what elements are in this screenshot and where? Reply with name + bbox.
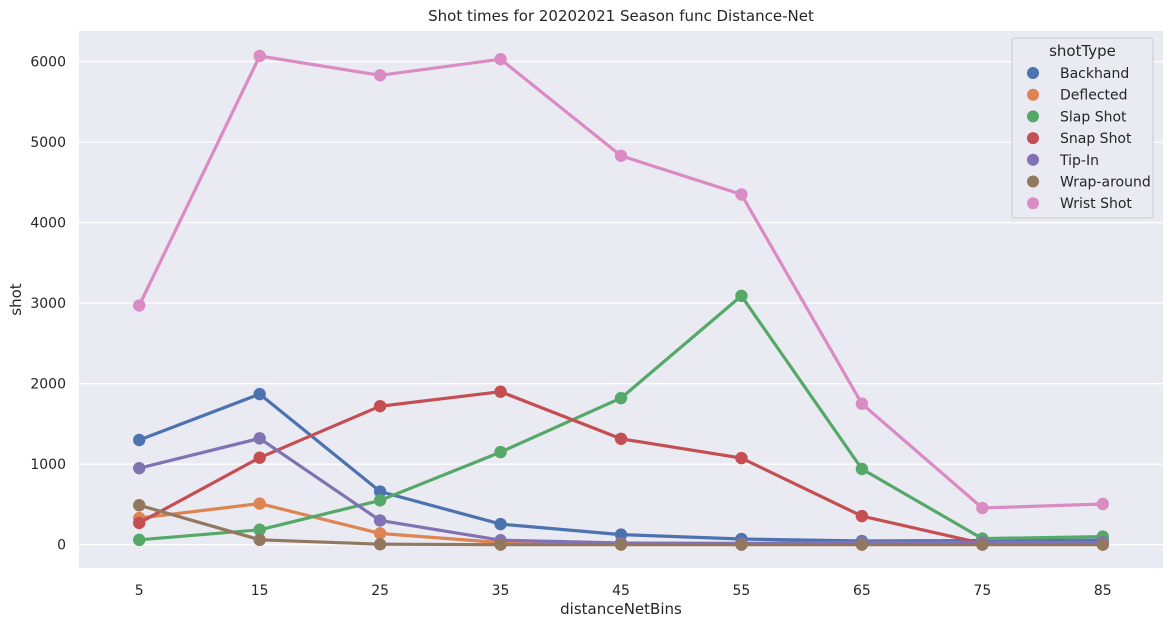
x-tick-label: 55 bbox=[733, 583, 751, 599]
chart-title: Shot times for 20202021 Season func Dist… bbox=[428, 7, 814, 25]
legend-item: Wrap-around bbox=[1027, 175, 1151, 191]
data-point bbox=[494, 445, 507, 459]
y-tick-label: 3000 bbox=[30, 296, 66, 312]
data-point bbox=[614, 432, 628, 445]
data-point bbox=[735, 188, 748, 201]
legend-item: Snap Shot bbox=[1027, 131, 1132, 147]
plot-background bbox=[79, 31, 1163, 568]
legend-label: Tip-In bbox=[1059, 153, 1099, 169]
legend-marker bbox=[1027, 175, 1039, 188]
data-point bbox=[373, 514, 387, 527]
legend-item: Slap Shot bbox=[1027, 109, 1127, 125]
data-point bbox=[855, 509, 869, 523]
y-tick-labels: 0 1000 2000 3000 4000 5000 6000 bbox=[30, 55, 66, 554]
series-layer bbox=[133, 49, 1109, 551]
data-point bbox=[976, 501, 989, 515]
data-point bbox=[373, 69, 387, 82]
x-tick-label: 75 bbox=[973, 583, 991, 599]
x-tick-label: 15 bbox=[251, 583, 269, 599]
y-tick-label: 0 bbox=[57, 538, 66, 554]
data-point bbox=[494, 52, 507, 66]
x-tick-label: 5 bbox=[135, 583, 144, 599]
legend-title: shotType bbox=[1049, 42, 1116, 60]
legend-item: Deflected bbox=[1027, 88, 1128, 104]
data-point bbox=[735, 538, 748, 551]
legend-marker bbox=[1027, 67, 1039, 79]
data-point bbox=[253, 49, 266, 63]
x-tick-label: 35 bbox=[492, 583, 510, 599]
legend-label: Wrist Shot bbox=[1060, 196, 1132, 212]
legend-marker bbox=[1027, 153, 1039, 166]
data-point bbox=[373, 527, 387, 540]
data-point bbox=[253, 523, 266, 536]
data-point bbox=[133, 499, 146, 512]
legend-item: Backhand bbox=[1027, 66, 1129, 82]
data-point bbox=[614, 149, 628, 162]
legend-item: Wrist Shot bbox=[1027, 196, 1132, 212]
data-point bbox=[855, 397, 869, 410]
legend-box bbox=[1011, 37, 1154, 219]
legend-marker bbox=[1027, 197, 1039, 210]
legend-label: Slap Shot bbox=[1060, 109, 1127, 125]
data-point bbox=[133, 299, 146, 312]
data-point bbox=[735, 289, 748, 303]
data-point bbox=[976, 538, 989, 551]
series-wrist-shot bbox=[133, 49, 1109, 515]
legend-label: Deflected bbox=[1060, 88, 1128, 104]
data-point bbox=[735, 451, 748, 465]
x-tick-labels: 5 15 25 35 45 55 65 75 85 bbox=[135, 583, 1112, 599]
series-slap-shot bbox=[133, 289, 1109, 547]
data-point bbox=[133, 516, 146, 530]
data-point bbox=[253, 533, 266, 547]
data-point bbox=[1096, 538, 1109, 551]
x-tick-label: 45 bbox=[612, 583, 630, 599]
data-point bbox=[133, 433, 146, 447]
legend-label: Wrap-around bbox=[1060, 175, 1151, 191]
data-point bbox=[253, 451, 266, 464]
y-tick-label: 5000 bbox=[30, 135, 66, 151]
data-point bbox=[614, 391, 628, 405]
data-point bbox=[855, 538, 869, 551]
legend-marker bbox=[1027, 132, 1039, 145]
data-point bbox=[253, 387, 266, 401]
data-point bbox=[614, 538, 628, 551]
y-tick-label: 2000 bbox=[30, 377, 66, 393]
x-tick-label: 65 bbox=[853, 583, 871, 599]
legend-marker bbox=[1027, 88, 1039, 101]
data-point bbox=[494, 517, 507, 531]
legend-label: Snap Shot bbox=[1060, 131, 1132, 147]
data-point bbox=[373, 485, 387, 498]
data-point bbox=[1096, 497, 1109, 511]
data-point bbox=[253, 432, 266, 445]
x-tick-label: 85 bbox=[1094, 583, 1112, 599]
y-tick-label: 4000 bbox=[30, 216, 66, 232]
data-point bbox=[133, 533, 146, 547]
data-point bbox=[494, 538, 507, 551]
data-point bbox=[373, 494, 387, 507]
y-tick-label: 6000 bbox=[30, 55, 66, 71]
legend-marker bbox=[1027, 110, 1039, 123]
legend: shotType Backhand Deflected Slap Shot Snap … bbox=[1011, 37, 1154, 219]
y-axis-label: shot bbox=[7, 283, 25, 315]
legend-label: Backhand bbox=[1060, 66, 1129, 82]
x-axis-label: distanceNetBins bbox=[560, 600, 682, 618]
x-tick-label: 25 bbox=[371, 583, 389, 599]
data-point bbox=[373, 399, 387, 413]
legend-items: Backhand Deflected Slap Shot Snap Shot Tip-I… bbox=[1027, 66, 1151, 212]
series-wrap-around bbox=[133, 499, 1109, 551]
y-tick-label: 1000 bbox=[30, 457, 66, 473]
legend-item: Tip-In bbox=[1027, 153, 1099, 169]
data-point bbox=[373, 538, 387, 551]
data-point bbox=[133, 461, 146, 475]
data-point bbox=[494, 385, 507, 398]
data-point bbox=[253, 497, 266, 510]
data-point bbox=[855, 462, 869, 476]
